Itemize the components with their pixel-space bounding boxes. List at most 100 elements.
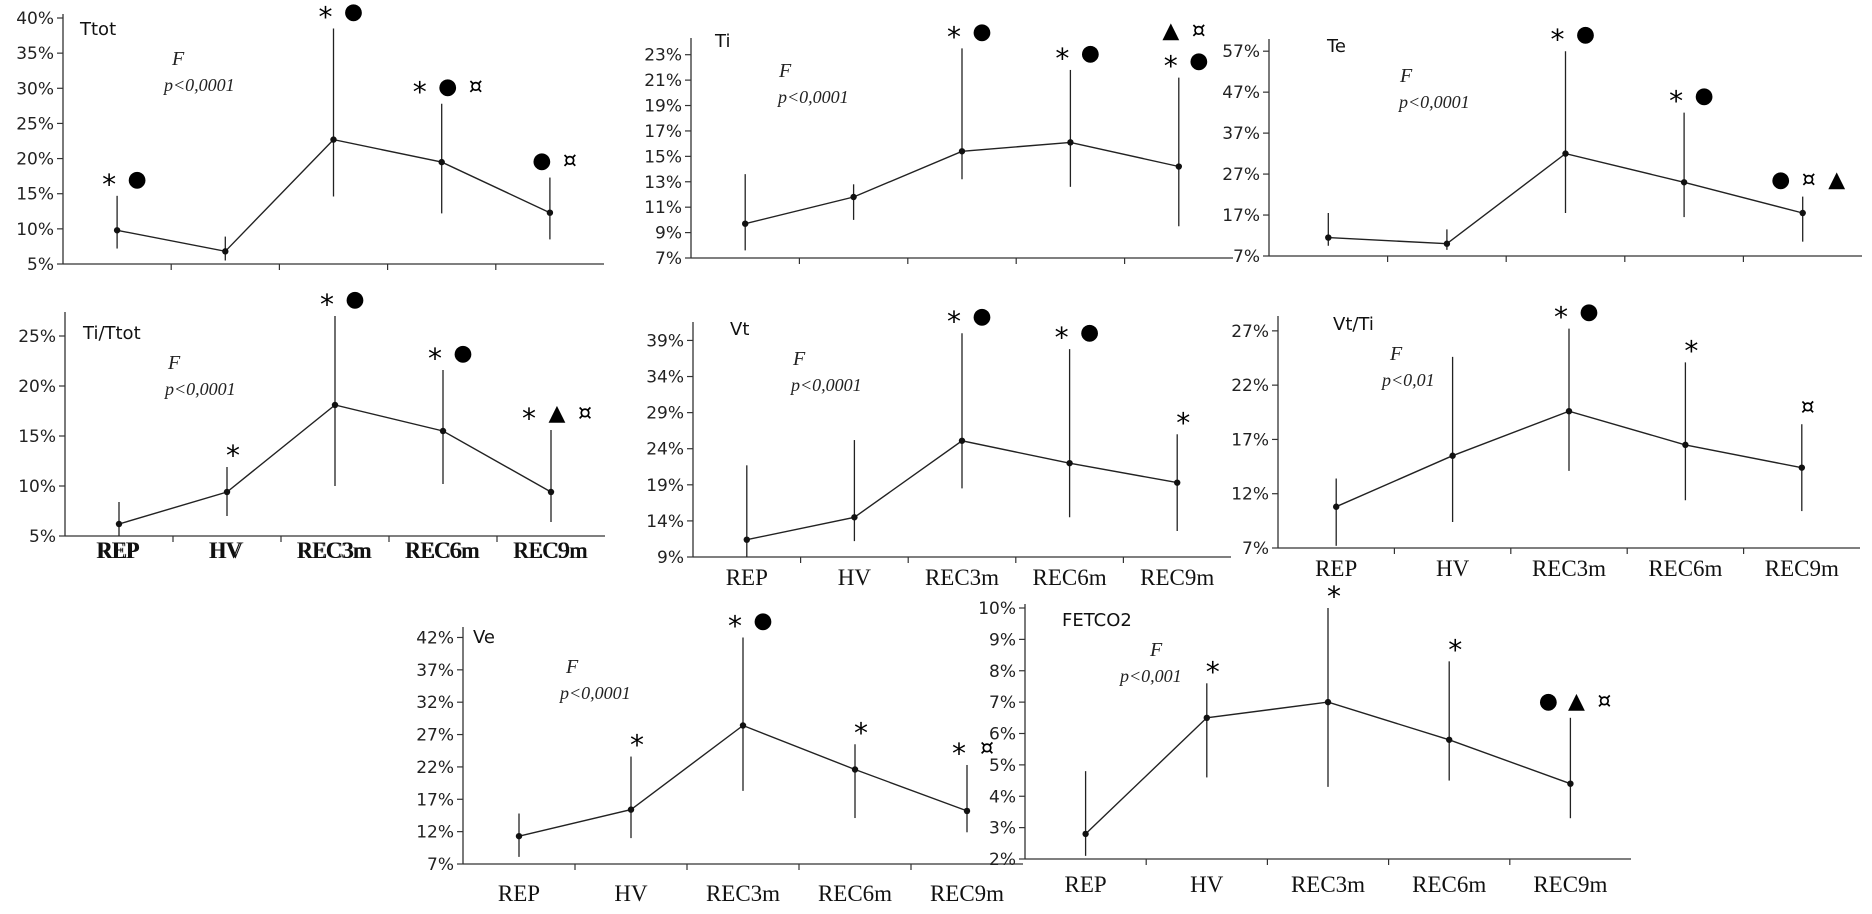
y-tick-label: 34% bbox=[646, 368, 684, 388]
significance-marker: * bbox=[630, 729, 644, 762]
category-label: REC9m bbox=[1765, 556, 1839, 581]
data-point bbox=[1066, 459, 1073, 467]
data-point bbox=[223, 488, 231, 496]
significance-marker: ● bbox=[1771, 168, 1790, 193]
stat-label: F bbox=[167, 352, 181, 374]
y-tick-label: 21% bbox=[644, 71, 682, 91]
y-tick-label: 7% bbox=[1242, 539, 1269, 559]
significance-marker: ¤ bbox=[1192, 19, 1206, 44]
significance-marker: ● bbox=[345, 287, 364, 312]
significance-marker: * bbox=[1669, 85, 1683, 118]
y-tick-label: 9% bbox=[655, 224, 682, 244]
category-label: HV bbox=[1436, 556, 1470, 581]
significance-marker: * bbox=[1327, 580, 1341, 613]
data-point bbox=[1082, 830, 1089, 838]
data-point bbox=[113, 227, 121, 234]
chart-panel-vt: 9% 14% 19% 24% 29% 34% 39% REP HV REC3m REC6m REC9m… bbox=[646, 304, 1231, 590]
significance-marker: ● bbox=[438, 75, 457, 100]
category-label: HV bbox=[838, 565, 872, 590]
y-tick-label: 39% bbox=[646, 331, 684, 351]
chart-panel-vt-ti: 7% 12% 17% 22% 27% REP HV REC3m REC6m REC9m Vt/Ti F… bbox=[1231, 300, 1860, 581]
significance-marker: * bbox=[1448, 633, 1462, 666]
y-tick-label: 17% bbox=[644, 122, 682, 142]
p-value-label: p<0,01 bbox=[1380, 370, 1435, 390]
y-tick-label: 23% bbox=[644, 46, 682, 66]
y-tick-label: 11% bbox=[644, 198, 682, 218]
y-tick-label: 2% bbox=[989, 850, 1016, 870]
y-tick-label: 30% bbox=[16, 79, 54, 99]
data-point bbox=[1449, 452, 1456, 459]
y-tick-label: 13% bbox=[644, 173, 682, 193]
category-label: REC9m bbox=[514, 538, 588, 563]
data-point bbox=[1799, 209, 1806, 217]
chart-panel-ti: 7% 9% 11% 13% 15% 17% 19% 21% 23% Ti Fp<0,0001 * ● * ●… bbox=[644, 19, 1233, 269]
category-label: REP bbox=[96, 538, 138, 563]
data-point bbox=[963, 807, 971, 815]
y-tick-label: 19% bbox=[646, 476, 684, 496]
category-label: REC9m bbox=[1533, 872, 1607, 897]
data-point bbox=[850, 193, 857, 201]
category-label: REC6m bbox=[1648, 556, 1722, 581]
category-label: HV bbox=[209, 538, 243, 563]
chart-panel-ti-ttot: 5% 10% 15% 20% 25% REP HV REC3m REC6m REC9m Ti/Tto… bbox=[18, 287, 605, 563]
data-point bbox=[439, 427, 447, 435]
panel-title: Ttot bbox=[79, 19, 116, 40]
category-label: REC9m bbox=[1140, 565, 1214, 590]
y-tick-label: 35% bbox=[16, 44, 54, 64]
category-label: REC3m bbox=[925, 565, 999, 590]
category-label: HV bbox=[614, 881, 648, 906]
chart-panel-ttot: 5% 10% 15% 20% 25% 30% 35% 40% REP HV REC3m REC6m RE… bbox=[16, 0, 604, 563]
y-tick-label: 5% bbox=[989, 756, 1016, 776]
data-point bbox=[546, 209, 554, 216]
y-tick-label: 27% bbox=[1231, 322, 1269, 342]
y-tick-label: 3% bbox=[989, 819, 1016, 839]
p-value-label: p<0,0001 bbox=[776, 87, 849, 107]
p-value-label: p<0,0001 bbox=[162, 75, 235, 95]
data-point bbox=[1174, 479, 1181, 486]
category-label: REP bbox=[498, 881, 540, 906]
category-label: REC6m bbox=[1412, 872, 1486, 897]
category-label: REC3m bbox=[296, 538, 370, 563]
significance-marker: ● bbox=[1579, 300, 1598, 325]
significance-marker: * bbox=[1176, 406, 1190, 439]
significance-marker: ● bbox=[753, 608, 772, 633]
y-tick-label: 47% bbox=[1222, 83, 1260, 103]
significance-marker: ¤ bbox=[1801, 395, 1815, 420]
significance-marker: ● bbox=[1539, 689, 1558, 714]
data-point bbox=[1562, 150, 1569, 157]
y-tick-label: 22% bbox=[416, 758, 454, 778]
significance-marker: * bbox=[1055, 321, 1069, 354]
y-tick-label: 17% bbox=[1222, 206, 1260, 226]
significance-marker: * bbox=[413, 76, 427, 109]
data-point bbox=[1175, 163, 1183, 170]
data-point bbox=[1203, 714, 1211, 722]
data-point bbox=[627, 806, 635, 813]
y-tick-label: 8% bbox=[989, 662, 1016, 682]
significance-marker: * bbox=[226, 439, 240, 472]
data-point bbox=[739, 722, 747, 729]
significance-marker: * bbox=[1554, 301, 1568, 334]
significance-marker: ● bbox=[127, 167, 146, 192]
y-tick-label: 12% bbox=[416, 823, 454, 843]
stat-label: F bbox=[778, 60, 792, 82]
stat-label: F bbox=[1399, 65, 1413, 87]
stat-label: F bbox=[565, 656, 579, 678]
y-tick-label: 17% bbox=[1231, 430, 1269, 450]
y-tick-label: 5% bbox=[27, 255, 54, 275]
data-point bbox=[1682, 441, 1689, 449]
stat-label: F bbox=[171, 48, 185, 70]
y-tick-label: 37% bbox=[1222, 124, 1260, 144]
y-tick-label: 37% bbox=[416, 661, 454, 681]
y-tick-label: 9% bbox=[657, 548, 684, 568]
significance-marker: ● bbox=[972, 19, 991, 44]
y-tick-label: 57% bbox=[1222, 42, 1260, 62]
category-label: REC3m bbox=[1532, 556, 1606, 581]
category-label: REP bbox=[1065, 872, 1107, 897]
category-label: REP bbox=[1315, 556, 1357, 581]
significance-marker: * bbox=[1164, 50, 1178, 83]
p-value-label: p<0,0001 bbox=[789, 375, 862, 395]
category-label: REC3m bbox=[298, 538, 372, 563]
significance-marker: ● bbox=[1694, 84, 1713, 109]
significance-marker: * bbox=[428, 342, 442, 375]
panel-title: Vt bbox=[730, 319, 749, 340]
